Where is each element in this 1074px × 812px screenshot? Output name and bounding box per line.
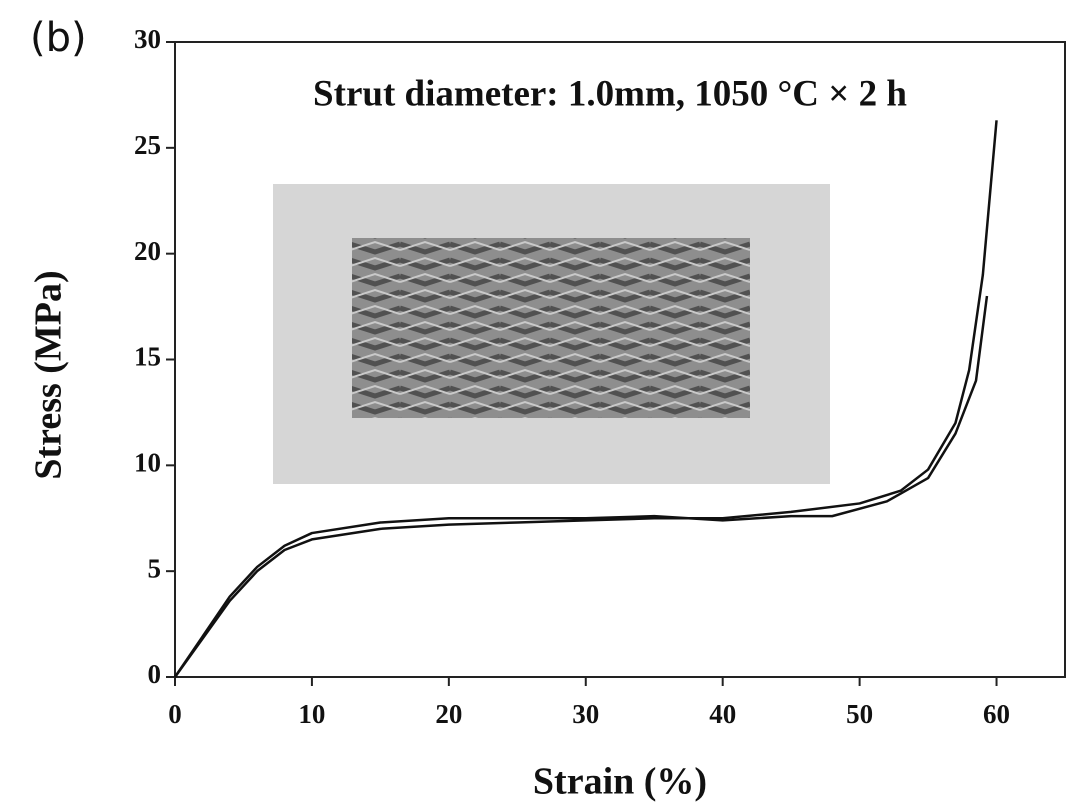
- line-series: [173, 295, 989, 678]
- x-axis-label: Strain (%): [533, 761, 707, 803]
- x-tick-label: 20: [435, 699, 462, 729]
- annotation: Strut diameter: 1.0mm, 1050 °C × 2 h: [313, 73, 907, 114]
- y-tick-label: 5: [148, 553, 162, 583]
- y-tick-label: 20: [134, 236, 161, 266]
- x-tick-label: 40: [709, 699, 736, 729]
- x-tick-label: 60: [983, 699, 1010, 729]
- y-tick-label: 0: [148, 659, 162, 689]
- panel-label: (b): [30, 15, 87, 61]
- x-tick-label: 0: [168, 699, 182, 729]
- inset-photo: [273, 184, 830, 484]
- y-axis-label: Stress (MPa): [28, 270, 70, 479]
- x-tick-label: 30: [572, 699, 599, 729]
- y-tick-label: 10: [134, 448, 161, 478]
- x-tick-label: 10: [298, 699, 325, 729]
- x-tick-label: 50: [846, 699, 873, 729]
- y-tick-label: 15: [134, 342, 161, 372]
- y-tick-label: 30: [134, 24, 161, 54]
- line-series: [173, 120, 998, 678]
- y-tick-label: 25: [134, 130, 161, 160]
